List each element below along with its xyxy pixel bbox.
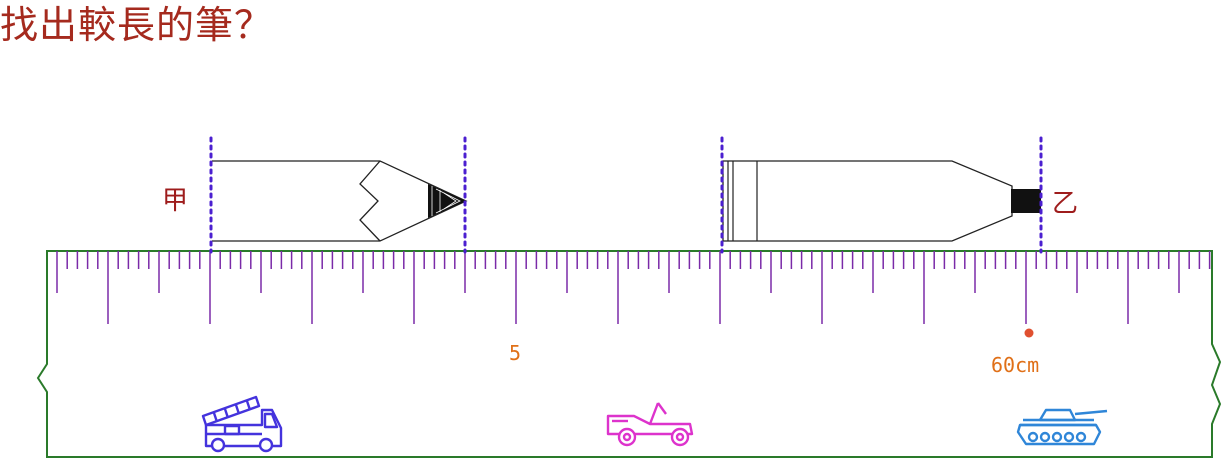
jeep-icon [606,402,694,447]
tank-icon [1016,408,1108,446]
ruler-ticks [56,251,1211,324]
pencil-b-tip-icon [1011,189,1041,213]
pencil-a [212,160,468,242]
pencil-a-lead-icon [428,184,466,218]
pencil-b [722,160,1041,242]
question-title: 找出較長的筆？ [0,3,274,47]
ruler-label-5: 5 [509,341,522,365]
position-marker [1024,328,1034,338]
ruler-label-60cm: 60cm [991,353,1040,377]
guide-lines [209,136,1043,254]
pencil-b-label: 乙 [1052,189,1079,219]
fire-truck-icon [201,395,283,453]
pencil-a-label: 甲 [162,186,189,216]
